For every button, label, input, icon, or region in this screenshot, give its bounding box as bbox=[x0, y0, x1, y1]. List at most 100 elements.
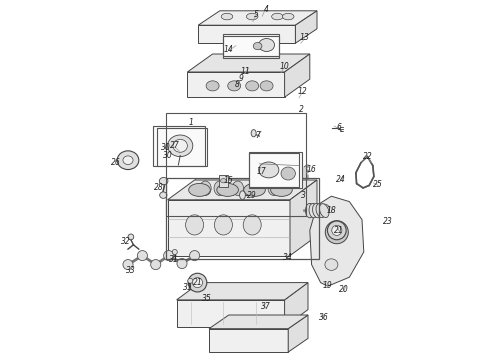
Bar bbox=[157, 128, 207, 166]
Ellipse shape bbox=[215, 215, 232, 235]
Bar bbox=[166, 178, 319, 259]
Ellipse shape bbox=[245, 81, 259, 91]
Polygon shape bbox=[195, 178, 288, 199]
Ellipse shape bbox=[271, 13, 283, 20]
Ellipse shape bbox=[123, 260, 133, 270]
Text: 8: 8 bbox=[235, 80, 240, 89]
Ellipse shape bbox=[190, 251, 199, 261]
Ellipse shape bbox=[259, 162, 279, 178]
Text: 29: 29 bbox=[246, 191, 256, 199]
Text: 26: 26 bbox=[111, 158, 120, 167]
Text: 10: 10 bbox=[280, 62, 290, 71]
Text: 2: 2 bbox=[299, 105, 304, 114]
Ellipse shape bbox=[259, 39, 274, 51]
Text: 1: 1 bbox=[189, 118, 194, 127]
Bar bbox=[153, 126, 205, 166]
Ellipse shape bbox=[251, 130, 256, 137]
Ellipse shape bbox=[253, 42, 262, 50]
Text: 15: 15 bbox=[224, 176, 234, 185]
Text: 6: 6 bbox=[336, 123, 341, 132]
Ellipse shape bbox=[325, 259, 338, 270]
Ellipse shape bbox=[316, 203, 325, 218]
Polygon shape bbox=[187, 72, 285, 97]
Bar bbox=[248, 152, 302, 188]
Bar bbox=[223, 34, 279, 56]
Text: 21: 21 bbox=[194, 278, 203, 287]
Text: 31: 31 bbox=[183, 284, 193, 292]
Text: 9: 9 bbox=[238, 74, 243, 83]
Polygon shape bbox=[288, 164, 308, 199]
Bar bbox=[166, 113, 306, 216]
Bar bbox=[223, 36, 279, 58]
Ellipse shape bbox=[232, 181, 244, 195]
Ellipse shape bbox=[246, 13, 258, 20]
Ellipse shape bbox=[305, 203, 314, 218]
Ellipse shape bbox=[214, 181, 225, 195]
Polygon shape bbox=[198, 25, 295, 43]
Text: 4: 4 bbox=[264, 4, 269, 13]
Ellipse shape bbox=[117, 151, 139, 170]
Ellipse shape bbox=[281, 167, 295, 180]
Ellipse shape bbox=[309, 203, 318, 218]
Text: 11: 11 bbox=[240, 68, 250, 77]
Text: 21: 21 bbox=[335, 226, 344, 235]
Text: 24: 24 bbox=[336, 175, 345, 184]
Polygon shape bbox=[290, 180, 317, 256]
Polygon shape bbox=[295, 11, 317, 43]
Ellipse shape bbox=[177, 258, 187, 269]
Text: 16: 16 bbox=[307, 165, 317, 174]
Text: 35: 35 bbox=[202, 294, 212, 303]
Text: 28: 28 bbox=[154, 183, 164, 192]
Text: 20: 20 bbox=[339, 285, 349, 294]
Text: 36: 36 bbox=[319, 313, 329, 322]
Ellipse shape bbox=[270, 184, 292, 197]
Text: 31: 31 bbox=[169, 255, 178, 264]
Ellipse shape bbox=[240, 191, 245, 199]
Polygon shape bbox=[209, 329, 288, 352]
Ellipse shape bbox=[260, 81, 273, 91]
Ellipse shape bbox=[188, 278, 193, 283]
Ellipse shape bbox=[123, 156, 133, 165]
Ellipse shape bbox=[221, 13, 233, 20]
Ellipse shape bbox=[250, 181, 262, 195]
Text: 33: 33 bbox=[125, 266, 135, 275]
Text: 3: 3 bbox=[301, 191, 306, 199]
Ellipse shape bbox=[199, 181, 211, 195]
Polygon shape bbox=[310, 196, 364, 286]
Text: 19: 19 bbox=[322, 281, 332, 289]
Ellipse shape bbox=[137, 251, 147, 261]
Text: 30: 30 bbox=[161, 143, 171, 152]
Ellipse shape bbox=[206, 81, 219, 91]
Ellipse shape bbox=[332, 225, 342, 235]
Ellipse shape bbox=[313, 203, 321, 218]
Ellipse shape bbox=[325, 221, 348, 244]
Ellipse shape bbox=[244, 184, 266, 197]
Polygon shape bbox=[285, 54, 310, 97]
Ellipse shape bbox=[220, 179, 226, 183]
Ellipse shape bbox=[160, 192, 167, 198]
Ellipse shape bbox=[168, 135, 193, 157]
Ellipse shape bbox=[164, 251, 174, 261]
Text: 7: 7 bbox=[255, 130, 260, 139]
Ellipse shape bbox=[319, 204, 329, 217]
Ellipse shape bbox=[188, 273, 207, 292]
Ellipse shape bbox=[228, 81, 241, 91]
Bar bbox=[219, 175, 228, 187]
Polygon shape bbox=[285, 283, 308, 327]
Ellipse shape bbox=[330, 226, 343, 239]
Polygon shape bbox=[168, 200, 290, 256]
Text: 34: 34 bbox=[283, 253, 293, 262]
Ellipse shape bbox=[172, 249, 177, 255]
Polygon shape bbox=[187, 54, 310, 72]
Ellipse shape bbox=[159, 177, 168, 185]
Text: 37: 37 bbox=[261, 302, 271, 311]
Text: 13: 13 bbox=[299, 33, 309, 42]
Text: 18: 18 bbox=[326, 206, 336, 215]
Text: 23: 23 bbox=[383, 217, 393, 226]
Text: 12: 12 bbox=[298, 87, 308, 96]
Text: 17: 17 bbox=[256, 166, 266, 175]
Text: 5: 5 bbox=[253, 10, 258, 19]
Polygon shape bbox=[209, 315, 308, 329]
Text: 25: 25 bbox=[373, 180, 383, 189]
Polygon shape bbox=[198, 11, 317, 25]
